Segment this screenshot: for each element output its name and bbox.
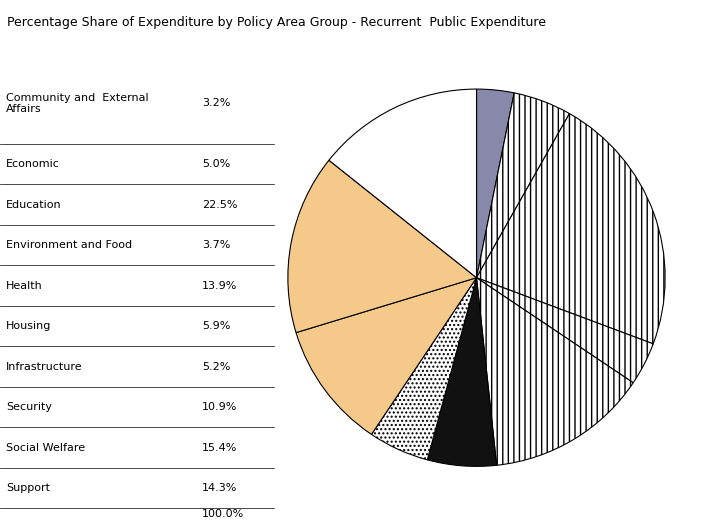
Text: Housing: Housing xyxy=(6,321,51,331)
Wedge shape xyxy=(372,278,477,460)
Text: 14.3%: 14.3% xyxy=(202,483,238,493)
Text: Security: Security xyxy=(6,402,52,412)
Text: Education: Education xyxy=(6,200,61,210)
Text: 5.2%: 5.2% xyxy=(202,362,230,372)
Wedge shape xyxy=(329,89,477,278)
Wedge shape xyxy=(296,278,477,434)
Text: Economic: Economic xyxy=(6,159,60,169)
Wedge shape xyxy=(427,278,497,466)
Text: 13.9%: 13.9% xyxy=(202,280,238,291)
Wedge shape xyxy=(477,93,570,278)
Text: Health: Health xyxy=(6,280,43,291)
Text: 22.5%: 22.5% xyxy=(202,200,238,210)
Text: 100.0%: 100.0% xyxy=(202,509,245,519)
Text: Social Welfare: Social Welfare xyxy=(6,443,85,453)
Text: 10.9%: 10.9% xyxy=(202,402,238,412)
Text: 15.4%: 15.4% xyxy=(202,443,238,453)
Text: Environment and Food: Environment and Food xyxy=(6,240,132,250)
Text: Support: Support xyxy=(6,483,50,493)
Wedge shape xyxy=(477,278,633,465)
Text: Community and  External
Affairs: Community and External Affairs xyxy=(6,93,149,114)
Text: Infrastructure: Infrastructure xyxy=(6,362,82,372)
Text: 3.2%: 3.2% xyxy=(202,99,230,108)
Text: Percentage Share of Expenditure by Policy Area Group - Recurrent  Public Expendi: Percentage Share of Expenditure by Polic… xyxy=(7,16,547,29)
Text: 5.9%: 5.9% xyxy=(202,321,230,331)
Text: 5.0%: 5.0% xyxy=(202,159,230,169)
Text: 3.7%: 3.7% xyxy=(202,240,230,250)
Wedge shape xyxy=(477,114,665,344)
Wedge shape xyxy=(477,89,514,278)
Wedge shape xyxy=(477,278,653,383)
Wedge shape xyxy=(288,160,477,333)
